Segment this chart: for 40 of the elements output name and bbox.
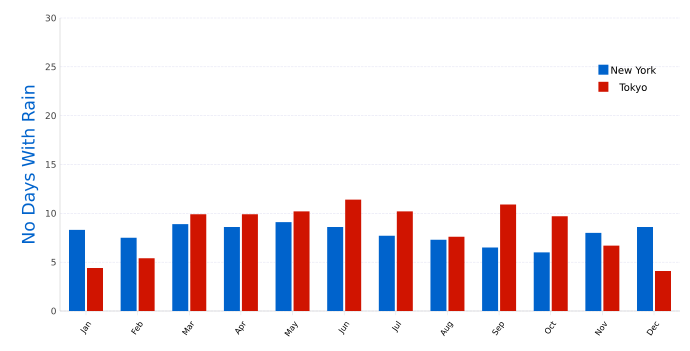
bar [396, 211, 413, 311]
x-tick-label: Feb [131, 322, 143, 335]
bar [378, 236, 395, 311]
bar [276, 222, 292, 311]
bar [534, 252, 550, 311]
bar [172, 224, 188, 311]
y-tick-label: 15 [46, 161, 56, 168]
x-tick-label: Sep [492, 322, 504, 336]
bar [552, 216, 568, 311]
bar [345, 200, 362, 311]
bar [603, 246, 620, 311]
bar [500, 204, 516, 311]
y-tick-label: 20 [46, 112, 56, 120]
bar [242, 214, 258, 311]
y-axis-title: No Days With Rain [21, 86, 38, 243]
bar [430, 240, 446, 311]
bar [224, 227, 240, 311]
legend-label: New York [611, 66, 656, 74]
bar [190, 214, 206, 311]
y-tick-label: 5 [51, 258, 56, 266]
y-tick-label: 0 [51, 308, 56, 314]
bar [294, 211, 310, 311]
y-tick-label: 30 [46, 14, 56, 22]
bar [482, 248, 498, 311]
x-tick-label: Jan [80, 322, 92, 335]
x-tick-label: Jul [392, 320, 402, 333]
bar [327, 227, 344, 311]
bar [69, 230, 85, 311]
y-tick-label: 25 [46, 63, 56, 70]
bar [448, 236, 464, 311]
bar [637, 227, 653, 311]
bar [87, 268, 103, 311]
bar [120, 238, 137, 311]
x-tick-label: Oct [544, 321, 556, 334]
legend-label: Tokyo [619, 83, 647, 93]
bar [138, 258, 155, 311]
bar [585, 232, 602, 311]
x-tick-label: Jun [338, 322, 350, 336]
y-tick-label: 10 [46, 210, 56, 217]
bar [655, 270, 672, 311]
